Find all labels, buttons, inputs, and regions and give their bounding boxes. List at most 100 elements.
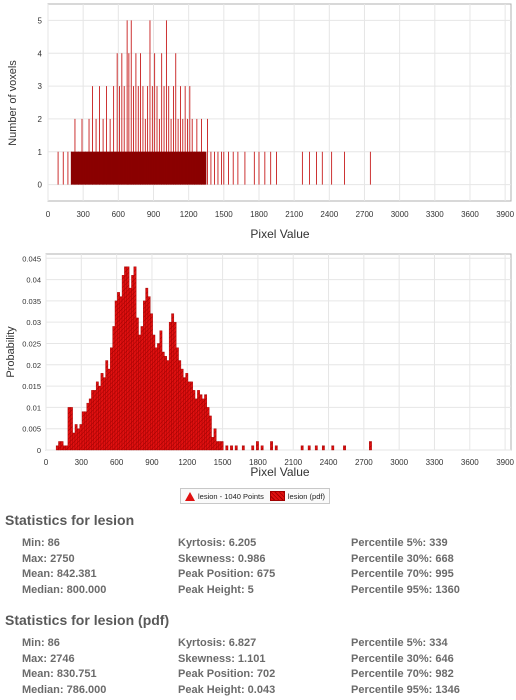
bar: [110, 347, 113, 451]
bar: [112, 326, 116, 451]
bar: [343, 445, 346, 451]
stat-percentile-5: Percentile 5%: 339: [351, 537, 448, 549]
bar: [67, 407, 71, 451]
y-tick-label: 0.045: [22, 254, 41, 263]
x-tick-label: 3000: [390, 458, 408, 467]
bar: [117, 292, 120, 451]
bar: [234, 445, 238, 451]
stat-max: Max: 2746: [22, 652, 75, 665]
y-tick-label: 0.04: [26, 276, 41, 285]
y-tick-label: 0.015: [22, 382, 41, 391]
bar: [190, 381, 193, 451]
stat-percentile-5: Percentile 5%: 334: [351, 637, 448, 649]
bar: [216, 441, 219, 451]
bar: [70, 407, 73, 451]
bar: [126, 266, 130, 451]
bar: [74, 424, 78, 451]
bar: [154, 347, 158, 451]
legend-label: lesion (pdf): [287, 491, 325, 501]
bar: [241, 445, 245, 451]
bar: [166, 360, 170, 451]
y-tick-label: 4: [38, 49, 43, 58]
stats-column: Kyrtosis: 6.205 Skewness: 0.986 Peak Pos…: [178, 536, 275, 598]
y-tick-label: 5: [38, 16, 43, 25]
stat-percentile-70: Percentile 70%: 982: [351, 668, 454, 680]
hatched-swatch-icon: [269, 491, 285, 501]
y-tick-label: 0: [37, 446, 41, 455]
bar: [314, 445, 318, 451]
x-tick-label: 2100: [284, 458, 302, 467]
bar: [91, 390, 94, 451]
x-tick-label: 1500: [215, 210, 233, 219]
stat-percentile-30: Percentile 30%: 646: [351, 652, 454, 665]
legend-item-pdf[interactable]: lesion (pdf): [269, 491, 325, 501]
stats-title-lesion-pdf: Statistics for lesion (pdf): [5, 612, 170, 628]
y-tick-label: 0.025: [22, 339, 41, 348]
bar: [192, 390, 196, 451]
x-tick-label: 300: [76, 210, 90, 219]
bar: [161, 351, 165, 451]
x-tick-label: 1200: [180, 210, 198, 219]
bar: [220, 441, 224, 451]
bar: [307, 445, 311, 451]
x-tick-label: 2700: [356, 210, 374, 219]
bar: [159, 330, 163, 451]
y-tick-label: 0.005: [22, 425, 41, 434]
x-tick-labels: 0 300 600 900 1200 1500 1800 2100 2400 2700 3000 33…: [46, 210, 515, 219]
bar: [114, 300, 118, 451]
stat-skewness: Skewness: 1.101: [178, 652, 266, 665]
bar: [180, 368, 184, 451]
bar-series: [57, 20, 371, 185]
x-axis-label: Pixel Value: [250, 465, 309, 479]
y-tick-label: 0.03: [26, 318, 41, 327]
bar: [62, 445, 66, 451]
bar: [81, 411, 85, 451]
stat-mean: Mean: 842.381: [22, 568, 97, 580]
stat-peak-position: Peak Position: 675: [178, 568, 276, 580]
bar: [100, 373, 104, 451]
x-tick-label: 3600: [461, 458, 479, 467]
x-axis-label: Pixel Value: [250, 227, 309, 241]
x-tick-label: 2400: [320, 210, 338, 219]
bar: [60, 441, 64, 451]
legend-item-points[interactable]: lesion - 1040 Points: [185, 491, 264, 501]
x-tick-label: 3300: [426, 210, 444, 219]
bar: [157, 343, 160, 451]
x-tick-label: 1800: [250, 210, 268, 219]
x-tick-label: 1800: [249, 458, 267, 467]
x-tick-label: 0: [44, 458, 49, 467]
bar: [211, 437, 215, 451]
bar: [251, 445, 255, 451]
y-tick-label: 0.01: [26, 403, 41, 412]
bar: [58, 441, 62, 451]
x-tick-label: 2700: [355, 458, 373, 467]
bar: [369, 441, 372, 451]
bar: [171, 313, 175, 451]
bar: [208, 415, 212, 451]
stat-median: Median: 786.000: [22, 683, 107, 696]
x-tick-label: 600: [112, 210, 126, 219]
y-tick-label: 2: [38, 115, 43, 124]
bar: [270, 441, 273, 451]
stat-percentile-30: Percentile 30%: 668: [351, 552, 454, 565]
triangle-icon: [185, 491, 195, 501]
bar: [124, 266, 127, 451]
y-tick-labels: 0 0.005 0.01 0.015 0.02 0.025 0.03 0.035 0.04 0.0…: [22, 254, 41, 455]
bar: [65, 445, 69, 451]
stats-title-lesion: Statistics for lesion: [5, 512, 135, 528]
x-tick-labels: 0 300 600 900 1200 1500 1800 2100 2400 2700 3000 33…: [44, 458, 515, 467]
bar: [206, 407, 210, 451]
x-tick-label: 1200: [178, 458, 196, 467]
x-tick-label: 3600: [461, 210, 479, 219]
stat-percentile-95: Percentile 95%: 1360: [351, 583, 460, 596]
x-tick-label: 3900: [496, 458, 514, 467]
stats-column: Percentile 5%: 339 Percentile 30%: 668 P…: [351, 536, 460, 598]
bar: [140, 326, 144, 451]
bar: [131, 275, 135, 451]
bar: [178, 360, 182, 451]
x-tick-label: 3900: [496, 210, 514, 219]
bar: [274, 445, 278, 451]
bar: [86, 402, 90, 451]
bar: [201, 398, 205, 451]
bar: [175, 347, 179, 451]
